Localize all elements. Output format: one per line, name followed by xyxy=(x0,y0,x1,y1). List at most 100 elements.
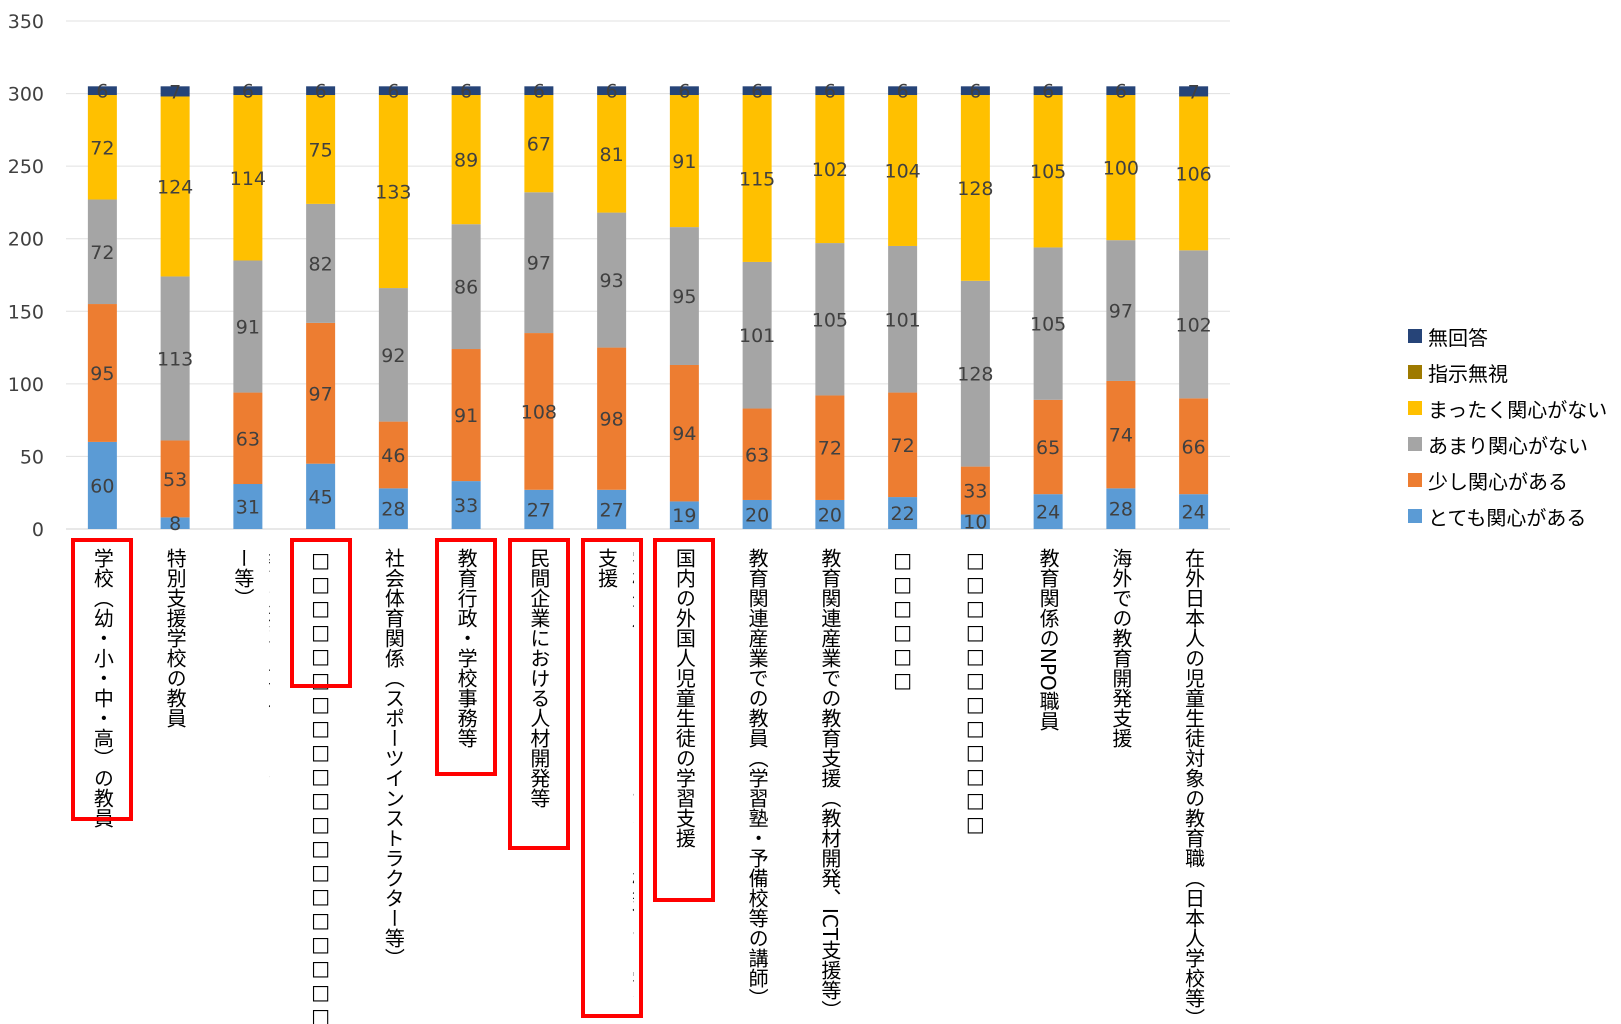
data-label: 124 xyxy=(157,176,193,198)
data-label: 46 xyxy=(381,445,405,467)
highlight-box xyxy=(653,538,716,902)
highlight-box xyxy=(507,538,570,850)
legend-label: 指示無視 xyxy=(1428,361,1508,386)
bar-segment xyxy=(888,86,918,96)
bar-segment xyxy=(233,86,263,96)
category-label-box: 教育関係のNPO職員 xyxy=(1026,548,1070,1024)
bar-segment xyxy=(378,421,408,489)
data-label: 24 xyxy=(1036,502,1060,524)
category-label: 教育行政・学校事務等 xyxy=(454,548,479,748)
data-label: 101 xyxy=(884,309,920,331)
legend-label: まったく関心がない xyxy=(1428,397,1608,422)
category-label-box: 国内の外国人児童生徒の学習支援 xyxy=(662,548,706,1024)
data-label: 63 xyxy=(745,444,769,466)
data-label: 20 xyxy=(745,504,769,526)
data-label: 6 xyxy=(242,81,254,103)
bar-segment xyxy=(888,95,918,246)
bar-segment xyxy=(451,349,481,482)
data-label: 72 xyxy=(891,435,915,457)
bar-segment xyxy=(233,392,263,485)
data-label: 53 xyxy=(163,469,187,491)
category-label-box: 教育支援専門職（カウンセラー、ソーシャルワーカー等） xyxy=(226,548,270,1024)
bar-segment xyxy=(1033,494,1063,529)
bar-segment xyxy=(1106,380,1136,489)
data-label: 94 xyxy=(672,423,696,445)
bar-segment xyxy=(306,463,336,529)
data-label: 33 xyxy=(963,481,987,503)
data-label: 63 xyxy=(236,428,260,450)
data-label: 128 xyxy=(957,178,993,200)
bar-segment xyxy=(669,227,699,365)
bar-segment xyxy=(815,243,845,396)
bars xyxy=(87,86,1209,529)
data-label: 72 xyxy=(818,438,842,460)
data-label: 67 xyxy=(527,134,551,156)
bar-segment xyxy=(815,95,845,244)
bar-segment xyxy=(160,517,190,529)
data-label: 105 xyxy=(812,309,848,331)
data-label: 86 xyxy=(454,277,478,299)
bar-segment xyxy=(1106,488,1136,529)
legend-swatch xyxy=(1408,365,1422,379)
data-label: 101 xyxy=(739,325,775,347)
bar-segment xyxy=(815,395,845,500)
bar-segment xyxy=(524,86,554,96)
bar-segment xyxy=(888,497,918,529)
data-label: 6 xyxy=(96,81,108,103)
category-label: 特別支援学校の教員 xyxy=(163,548,188,728)
data-label: 106 xyxy=(1175,163,1211,185)
legend-label: あまり関心がない xyxy=(1428,433,1588,458)
y-tick-label: 150 xyxy=(8,301,44,323)
legend-item: 少し関心がある xyxy=(1408,462,1607,498)
data-label: 97 xyxy=(309,383,333,405)
category-label: 学校外（フリースクール、サポート校等）での学習支援 xyxy=(594,548,634,1008)
data-label: 133 xyxy=(375,182,411,204)
data-label: 6 xyxy=(751,81,763,103)
data-label: 27 xyxy=(527,499,551,521)
legend-item: あまり関心がない xyxy=(1408,426,1607,462)
data-label: 6 xyxy=(460,81,472,103)
bar-segment xyxy=(1033,95,1063,248)
legend-item: とても関心がある xyxy=(1408,498,1607,534)
legend-swatch xyxy=(1408,401,1422,415)
bar-segment xyxy=(524,95,554,193)
bar-segment xyxy=(524,333,554,490)
bar-segment xyxy=(87,199,117,305)
data-label: 6 xyxy=(1115,81,1127,103)
highlight-box xyxy=(435,538,498,776)
bar-segment xyxy=(306,95,336,204)
data-label: 6 xyxy=(1042,81,1054,103)
bar-segment xyxy=(1033,247,1063,400)
data-label: 6 xyxy=(897,81,909,103)
bar-segment xyxy=(1033,399,1063,495)
data-label: 6 xyxy=(387,81,399,103)
data-label: 6 xyxy=(678,81,690,103)
data-label: 108 xyxy=(521,401,557,423)
bar-segment xyxy=(524,192,554,334)
category-label-box: 在外日本人の児童生徒対象の教育職（日本人学校等） xyxy=(1172,548,1216,1024)
bar-segment xyxy=(87,95,117,200)
category-label: 教育関連産業での教育支援（教材開発、ICT支援等） xyxy=(817,548,842,1021)
bar-segment xyxy=(233,95,263,261)
legend-label: とても関心がある xyxy=(1428,505,1587,530)
category-label: □□□□□□□□□□□□□□□□□□□□ xyxy=(308,548,333,1024)
data-label: 97 xyxy=(1109,301,1133,323)
data-label: 72 xyxy=(90,242,114,264)
bar-segment xyxy=(960,466,990,515)
y-tick-label: 0 xyxy=(32,519,44,541)
bar-segment xyxy=(597,212,627,348)
data-label: 89 xyxy=(454,150,478,172)
category-label-box: □□□□□□□□□□□□□□□□□□□□ xyxy=(299,548,343,1024)
category-label: □□□□□□□□□□□□ xyxy=(963,548,988,836)
data-label: 91 xyxy=(454,405,478,427)
data-label: 6 xyxy=(315,81,327,103)
data-label: 7 xyxy=(1188,81,1200,103)
data-label: 74 xyxy=(1109,425,1133,447)
category-label: 教育関連産業での教員（学習塾・予備校等の講師） xyxy=(745,548,770,1008)
data-label: 31 xyxy=(236,497,260,519)
legend-item: 指示無視 xyxy=(1408,354,1607,390)
bar-segment xyxy=(1179,86,1209,97)
legend-swatch xyxy=(1408,329,1422,343)
data-label: 95 xyxy=(90,363,114,385)
bar-segment xyxy=(669,364,699,502)
